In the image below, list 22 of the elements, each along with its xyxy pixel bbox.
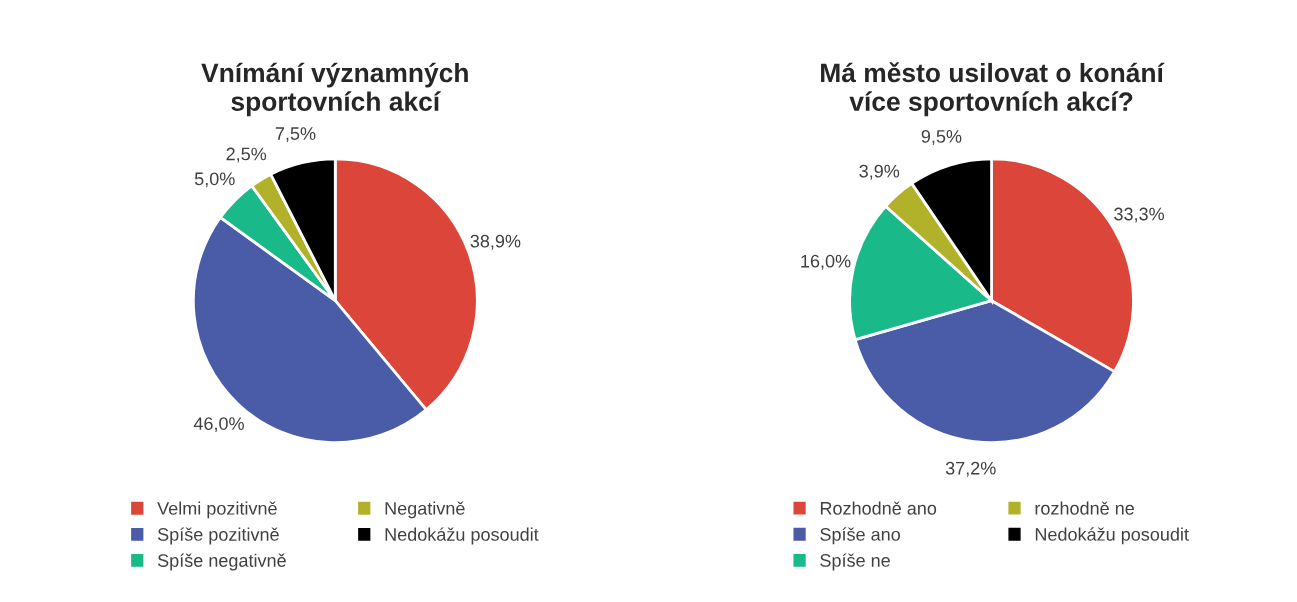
legend-label: Rozhodně ano bbox=[820, 501, 937, 515]
data-label: 2,5% bbox=[226, 147, 267, 163]
data-label: 46,0% bbox=[193, 417, 244, 433]
data-label: 5,0% bbox=[194, 172, 235, 188]
chart-title: Má město usilovat o konání více sportovních akcí? bbox=[821, 62, 1165, 117]
data-label: 7,5% bbox=[275, 127, 316, 143]
legend-label: Spíše pozitivně bbox=[157, 527, 279, 545]
data-label: 9,5% bbox=[921, 129, 962, 145]
data-label: 33,3% bbox=[1114, 207, 1165, 223]
legend-label: Negativně bbox=[385, 501, 465, 519]
legend-label: Nedokážu posoudit bbox=[385, 527, 539, 545]
data-label: 3,9% bbox=[859, 164, 900, 180]
legend-label: Spíše ano bbox=[820, 527, 900, 545]
data-label: 38,9% bbox=[470, 234, 521, 250]
chart-title: Vnímání významných sportovních akcí bbox=[201, 62, 468, 117]
data-label: 16,0% bbox=[801, 254, 851, 270]
legend-label: Velmi pozitivně bbox=[157, 501, 277, 519]
data-label: 37,2% bbox=[945, 461, 996, 477]
legend-label: Spíše negativně bbox=[157, 553, 286, 571]
legend-label: Spíše ne bbox=[820, 553, 890, 571]
legend-label: Nedokážu posoudit bbox=[1035, 527, 1189, 545]
legend-label: rozhodně ne bbox=[1035, 501, 1134, 515]
